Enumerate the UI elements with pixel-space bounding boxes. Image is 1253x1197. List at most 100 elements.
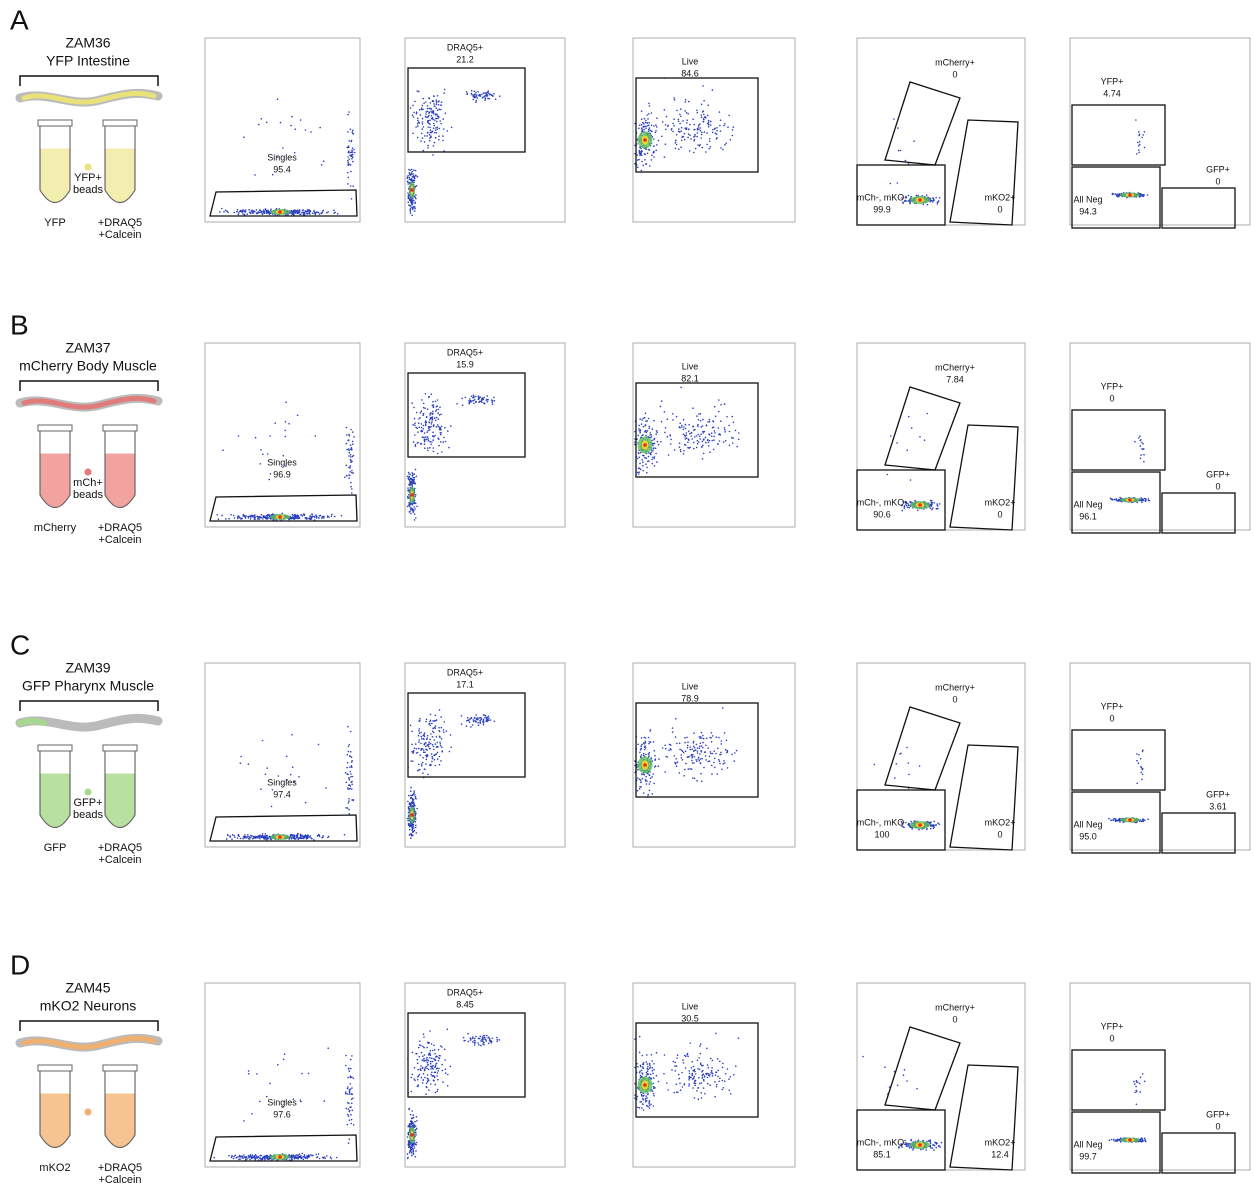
event-dot bbox=[429, 123, 431, 125]
event-dot bbox=[701, 132, 703, 134]
event-dot bbox=[648, 122, 650, 124]
event-dot bbox=[673, 97, 675, 99]
event-dot bbox=[716, 736, 718, 738]
event-dot bbox=[417, 1059, 419, 1061]
event-dot bbox=[435, 715, 437, 717]
event-dot bbox=[1149, 500, 1151, 502]
event-dot bbox=[440, 716, 442, 718]
event-dot bbox=[249, 212, 251, 214]
event-dot bbox=[641, 737, 643, 739]
event-dot bbox=[441, 738, 443, 740]
event-dot bbox=[681, 140, 683, 142]
event-dot bbox=[348, 1093, 350, 1095]
event-dot bbox=[226, 838, 228, 840]
event-dot bbox=[678, 128, 680, 130]
event-dot bbox=[461, 715, 463, 717]
event-dot bbox=[730, 139, 732, 141]
event-dot bbox=[1143, 195, 1145, 197]
event-dot bbox=[407, 487, 409, 489]
event-dot bbox=[244, 1156, 246, 1158]
event-dot bbox=[411, 179, 413, 181]
event-dot bbox=[654, 465, 656, 467]
event-dot bbox=[351, 470, 353, 472]
event-dot bbox=[425, 1086, 427, 1088]
event-dot bbox=[434, 142, 436, 144]
event-dot bbox=[271, 806, 273, 808]
event-dot bbox=[700, 743, 702, 745]
event-dot bbox=[704, 117, 706, 119]
event-dot bbox=[924, 439, 926, 441]
event-dot bbox=[706, 132, 708, 134]
event-dot bbox=[699, 760, 701, 762]
event-dot bbox=[439, 128, 441, 130]
event-dot bbox=[285, 421, 287, 423]
event-dot bbox=[408, 1109, 410, 1111]
event-dot bbox=[423, 738, 425, 740]
event-dot bbox=[443, 128, 445, 130]
event-dot bbox=[321, 518, 323, 520]
event-dot bbox=[407, 1133, 409, 1135]
event-dot bbox=[429, 1053, 431, 1055]
event-dot bbox=[683, 434, 685, 436]
event-dot bbox=[244, 836, 246, 838]
event-dot bbox=[348, 798, 350, 800]
event-dot bbox=[421, 765, 423, 767]
event-dot bbox=[351, 760, 353, 762]
event-dot bbox=[349, 788, 351, 790]
event-dot bbox=[648, 103, 650, 105]
event-dot bbox=[269, 1083, 271, 1085]
event-dot bbox=[438, 135, 440, 137]
event-dot bbox=[658, 758, 660, 760]
event-dot bbox=[414, 1143, 416, 1145]
event-dot bbox=[427, 408, 429, 410]
event-dot bbox=[684, 438, 686, 440]
event-dot bbox=[307, 1155, 309, 1157]
event-dot bbox=[637, 777, 639, 779]
event-dot bbox=[1142, 749, 1144, 751]
event-dot bbox=[322, 516, 324, 518]
event-dot bbox=[414, 513, 416, 515]
event-dot bbox=[412, 115, 414, 117]
event-dot bbox=[668, 454, 670, 456]
event-dot bbox=[874, 764, 876, 766]
event-dot bbox=[437, 746, 439, 748]
event-dot bbox=[694, 436, 696, 438]
event-dot bbox=[432, 432, 434, 434]
event-dot bbox=[712, 129, 714, 131]
event-dot bbox=[412, 831, 414, 833]
event-dot bbox=[351, 141, 353, 143]
event-dot bbox=[352, 472, 354, 474]
event-dot bbox=[481, 399, 483, 401]
event-dot bbox=[646, 432, 648, 434]
event-dot bbox=[317, 1156, 319, 1158]
event-dot bbox=[724, 427, 726, 429]
event-dot bbox=[233, 835, 235, 837]
gate-value: 94.3 bbox=[1079, 206, 1097, 216]
event-dot bbox=[650, 781, 652, 783]
event-dot bbox=[699, 758, 701, 760]
event-dot bbox=[483, 720, 485, 722]
event-dot bbox=[911, 427, 913, 429]
event-dot bbox=[914, 820, 916, 822]
event-dot bbox=[478, 395, 480, 397]
event-dot bbox=[937, 203, 939, 205]
event-dot bbox=[911, 196, 913, 198]
event-dot bbox=[422, 1067, 424, 1069]
event-dot bbox=[906, 449, 908, 451]
event-dot bbox=[1142, 769, 1144, 771]
event-dot bbox=[415, 817, 417, 819]
event-dot bbox=[475, 92, 477, 94]
event-dot bbox=[1115, 818, 1117, 820]
event-dot bbox=[304, 1157, 306, 1159]
event-dot bbox=[719, 433, 721, 435]
event-dot bbox=[896, 442, 898, 444]
event-dot bbox=[678, 119, 680, 121]
event-dot bbox=[312, 212, 314, 214]
event-dot bbox=[348, 800, 350, 802]
event-dot bbox=[429, 429, 431, 431]
event-dot bbox=[473, 397, 475, 399]
event-dot bbox=[475, 396, 477, 398]
event-dot bbox=[704, 431, 706, 433]
event-dot bbox=[708, 433, 710, 435]
event-dot bbox=[417, 137, 419, 139]
